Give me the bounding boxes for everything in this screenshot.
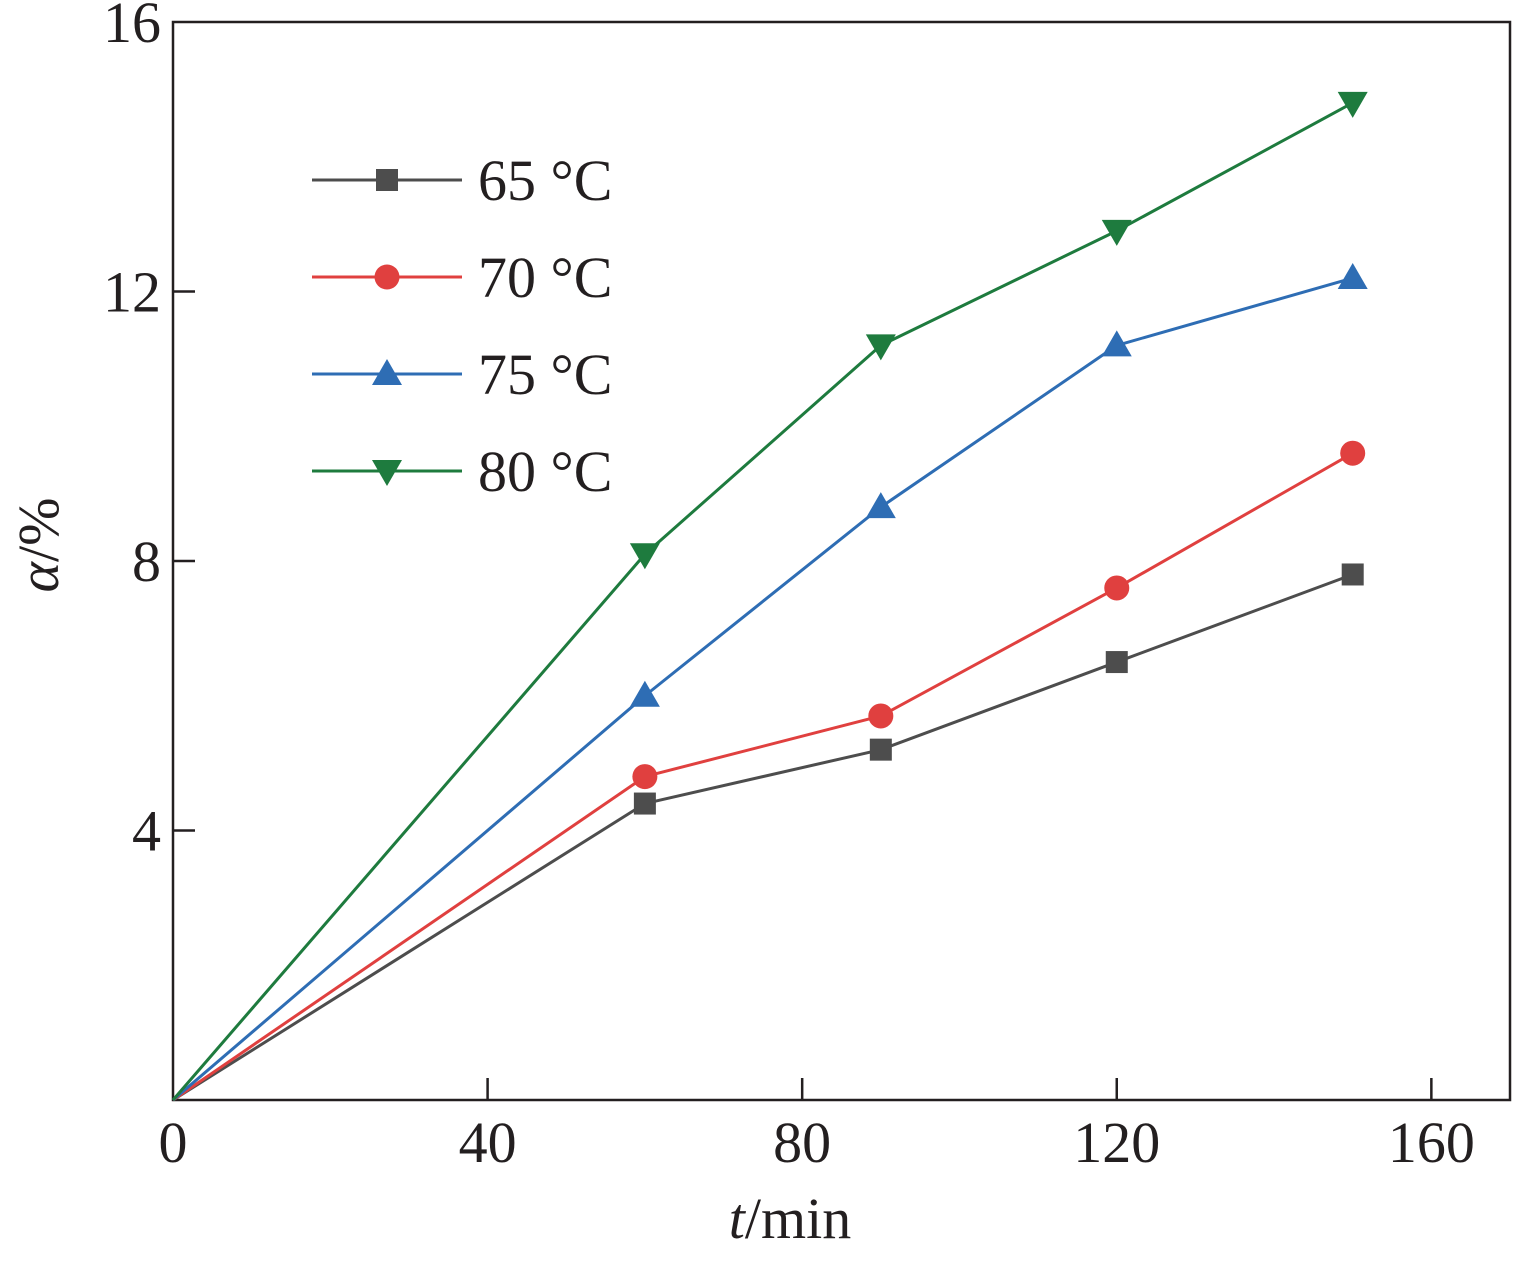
x-tick-label-4: 160 [1388,1110,1475,1175]
plot-area-border [171,20,1512,1102]
y-axis-ticks: 4 8 12 16 [103,0,195,864]
series-0-point-3 [1105,651,1128,674]
x-axis-title: t/min [729,1186,851,1251]
legend-marker-0 [376,169,398,191]
series-1-point-3 [1104,575,1130,601]
x-tick-label-2: 80 [773,1110,831,1175]
series-0-point-1 [633,792,656,815]
x-axis-variable: t [729,1186,747,1251]
legend-marker-3 [372,460,402,486]
y-tick-label-1: 8 [132,529,161,594]
y-tick-label-2: 12 [103,260,161,325]
series-line-0 [172,573,1354,1102]
series-3-point-1 [629,543,660,570]
series-markers [629,91,1368,815]
y-tick-label-0: 4 [132,799,161,864]
series-3-point-2 [865,334,896,361]
x-tick-label-0: 0 [159,1110,188,1175]
series-2-point-4 [1337,263,1368,290]
legend-marker-2 [372,359,402,385]
legend-label-2: 75 °C [478,342,612,407]
plot-frame [171,20,1512,1102]
series-0-point-2 [869,738,892,761]
legend-label-1: 70 °C [478,245,612,310]
x-axis-unit: /min [745,1186,851,1251]
series-2-point-2 [865,492,896,519]
series-1-point-2 [868,703,894,729]
series-3-point-3 [1101,219,1132,246]
x-axis-ticks: 0 40 80 120 160 [159,1078,1475,1175]
series-2-point-1 [629,680,660,707]
series-lines [171,101,1354,1102]
series-2-point-3 [1101,330,1132,357]
series-0-point-4 [1341,563,1364,586]
y-axis-title: α/% [6,498,71,593]
series-1-point-4 [1340,440,1366,466]
y-tick-label-3: 16 [103,0,161,55]
legend-label-0: 65 °C [478,148,612,213]
series-1-point-1 [632,764,658,790]
series-line-2 [172,276,1354,1102]
x-tick-label-3: 120 [1073,1110,1160,1175]
x-tick-label-1: 40 [459,1110,517,1175]
legend-label-3: 80 °C [478,439,612,504]
legend: 65 °C 70 °C 75 °C 80 °C [312,148,612,504]
y-axis-unit: /% [6,498,71,562]
y-axis-variable: α [6,560,71,592]
legend-marker-1 [374,264,400,290]
series-3-point-4 [1337,91,1368,118]
